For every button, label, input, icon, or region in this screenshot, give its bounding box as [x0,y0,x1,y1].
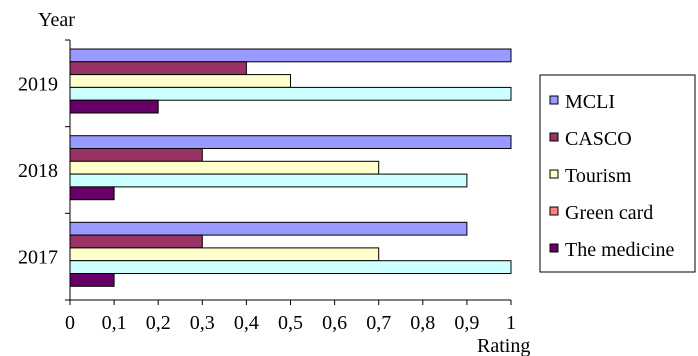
x-tick-label: 0,8 [410,312,435,334]
x-tick-label: 0,4 [234,312,259,334]
legend-swatch-the-medicine [549,243,559,253]
legend-swatch-tourism [549,169,559,179]
x-tick-label: 0,9 [454,312,479,334]
legend-swatch-green-card [549,206,559,216]
x-tick-label: 0,5 [278,312,303,334]
x-tick-label: 0 [65,312,75,334]
x-tick-label: 1 [506,312,516,334]
bar-2017-the-medicine [69,273,115,287]
bar-2018-the-medicine [69,186,115,201]
y-axis-title: Year [38,9,75,31]
legend-label-green-card: Green card [565,202,653,224]
bar-2018-tourism [69,160,380,175]
bars [69,48,512,287]
x-tick-label: 0,6 [322,312,347,334]
bar-2019-tourism [69,74,291,88]
bar-2017-green-card [69,260,512,275]
y-tick-label-2018: 2018 [18,160,58,182]
legend: MCLI CASCO Tourism Green card The medicine [539,74,696,273]
legend-label-mcli: MCLI [565,91,615,113]
x-tick-label: 0,3 [190,312,215,334]
bar-2017-mcli [69,221,468,236]
bar-2019-green-card [69,86,512,101]
legend-label-the-medicine: The medicine [565,239,675,261]
legend-frame [539,74,696,273]
x-tick-label: 0,7 [366,312,391,334]
y-tick-label-2017: 2017 [18,247,58,269]
x-tick-label: 0,2 [146,312,171,334]
bar-2018-mcli [69,135,512,149]
x-tick-label: 0,1 [102,312,127,334]
bar-2018-casco [69,148,203,162]
bar-2019-mcli [69,48,512,63]
legend-label-tourism: Tourism [565,165,632,187]
bar-2017-casco [69,234,203,249]
legend-swatch-casco [549,132,559,142]
bar-2018-green-card [69,173,468,188]
bar-2019-the-medicine [69,99,159,114]
legend-swatch-mcli [549,95,559,105]
bar-2017-tourism [69,247,380,262]
axes: 2017 2018 2019 0 0,1 0,2 0,3 0,4 0,5 0,6 0,7 0,8 0,9… [18,39,516,334]
bar-2019-casco [69,61,247,76]
y-tick-label-2019: 2019 [18,73,58,95]
x-axis-title: Rating [477,335,530,356]
legend-label-casco: CASCO [565,128,632,150]
